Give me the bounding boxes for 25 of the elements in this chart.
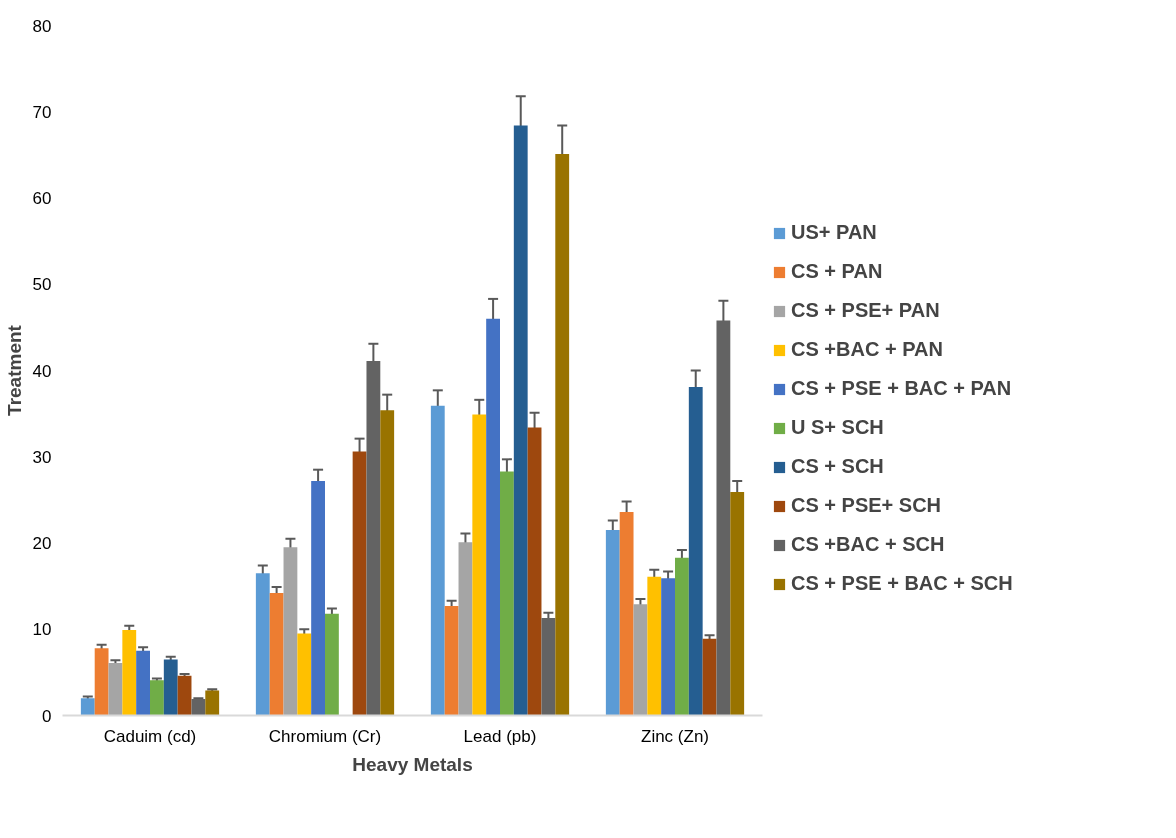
legend-label: CS + PSE + BAC + PAN bbox=[791, 377, 1012, 400]
x-tick-label: Zinc (Zn) bbox=[641, 726, 709, 746]
y-tick-label: 20 bbox=[32, 534, 52, 553]
y-tick-label: 50 bbox=[32, 275, 52, 295]
x-tick-label: Chromium (Cr) bbox=[268, 726, 382, 746]
x-tick-label: Lead (pb) bbox=[463, 726, 537, 746]
legend-label: CS + PSE+ PAN bbox=[791, 299, 940, 322]
legend-label: CS + PAN bbox=[791, 260, 883, 283]
y-tick-label: 60 bbox=[32, 189, 52, 208]
legend-label: CS + PSE + BAC + SCH bbox=[791, 572, 1013, 595]
y-tick-label: 80 bbox=[32, 16, 52, 36]
legend-label: CS +BAC + PAN bbox=[791, 338, 943, 361]
y-tick-label: 10 bbox=[32, 620, 52, 640]
x-tick-label: Caduim (cd) bbox=[103, 726, 197, 746]
legend-label: CS + PSE+ SCH bbox=[791, 494, 942, 517]
y-tick-label: 0 bbox=[42, 706, 52, 726]
legend-label: U S+ SCH bbox=[791, 416, 884, 439]
y-tick-label: 30 bbox=[32, 447, 52, 467]
legend-label: US+ PAN bbox=[791, 221, 877, 244]
y-axis-title: Treatment bbox=[3, 324, 25, 416]
y-tick-label: 70 bbox=[32, 102, 52, 122]
legend-label: CS + SCH bbox=[791, 455, 884, 478]
x-axis-title: Heavy Metals bbox=[352, 753, 473, 775]
legend-label: CS +BAC + SCH bbox=[791, 533, 945, 556]
y-tick-label: 40 bbox=[32, 361, 52, 381]
